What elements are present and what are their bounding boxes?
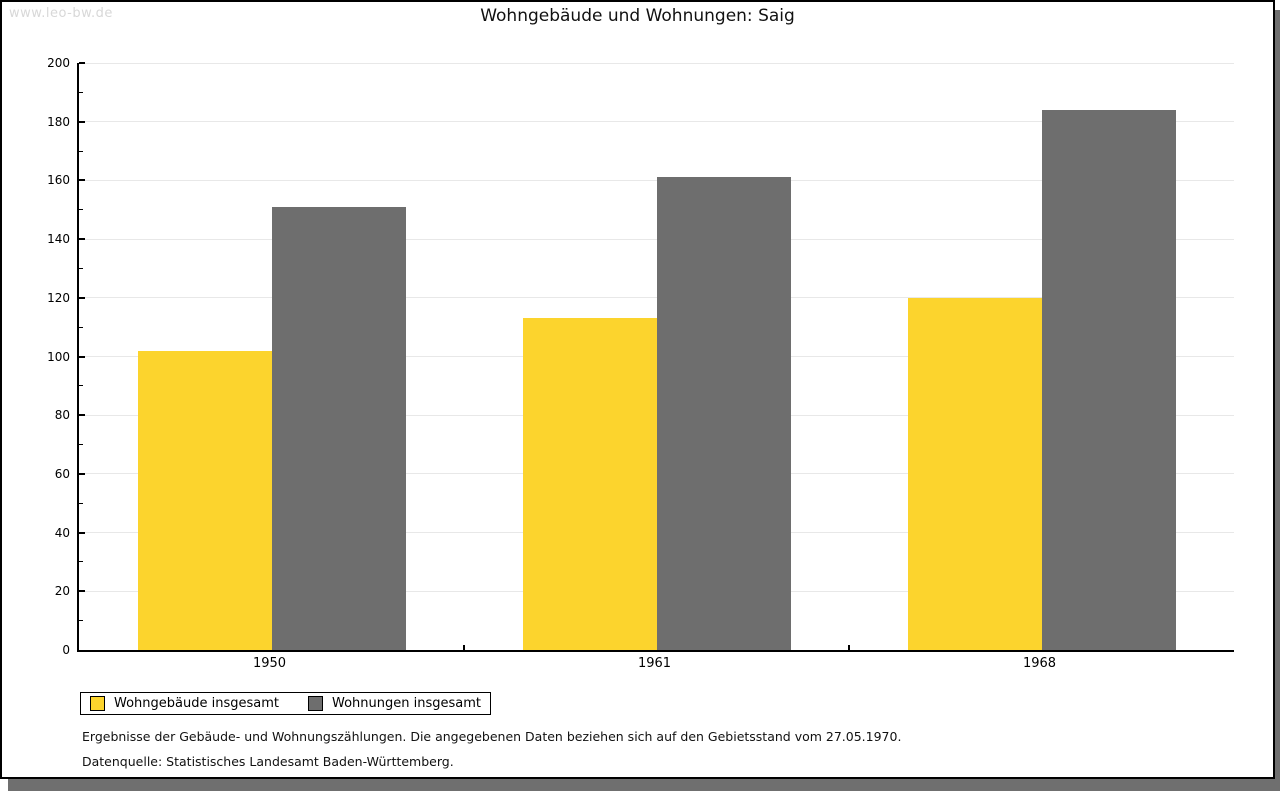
legend: Wohngebäude insgesamt Wohnungen insgesamt bbox=[80, 692, 491, 715]
y-axis-minor-tick bbox=[79, 267, 83, 269]
y-axis-major-tick bbox=[79, 120, 85, 123]
card-shadow-bottom bbox=[8, 779, 1280, 791]
y-axis-tick-label: 100 bbox=[47, 349, 70, 364]
legend-swatch-0 bbox=[90, 696, 105, 711]
bar-1950-series-0 bbox=[137, 350, 272, 650]
y-axis-major-tick bbox=[79, 472, 85, 475]
y-axis-minor-tick bbox=[79, 326, 83, 328]
y-axis-major-tick bbox=[79, 238, 85, 241]
bar-1950-series-1 bbox=[271, 206, 406, 650]
y-axis-major-tick bbox=[79, 531, 85, 534]
plot-area bbox=[77, 62, 1234, 652]
grid-line bbox=[79, 121, 1234, 123]
y-axis-tick-label: 0 bbox=[62, 643, 70, 657]
y-axis-major-tick bbox=[79, 296, 85, 299]
y-axis-minor-tick bbox=[79, 561, 83, 563]
bar-1961-series-0 bbox=[522, 318, 657, 650]
y-axis-tick-label: 80 bbox=[54, 408, 70, 423]
y-axis-minor-tick bbox=[79, 150, 83, 152]
y-axis-tick-label: 60 bbox=[54, 466, 70, 481]
watermark: www.leo-bw.de bbox=[9, 6, 113, 21]
y-axis-minor-tick bbox=[79, 502, 83, 504]
y-axis-minor-tick bbox=[79, 444, 83, 446]
card-shadow-right bbox=[1275, 10, 1280, 779]
y-axis-major-tick bbox=[79, 179, 85, 182]
footnote-datenquelle: Datenquelle: Statistisches Landesamt Bad… bbox=[82, 754, 454, 769]
y-axis-minor-tick bbox=[79, 620, 83, 622]
legend-item-1: Wohnungen insgesamt bbox=[308, 696, 481, 711]
x-axis-tick-label: 1961 bbox=[637, 656, 672, 671]
x-axis-tick-label: 1950 bbox=[252, 656, 287, 671]
y-axis-tick-label: 180 bbox=[47, 114, 70, 129]
y-axis-minor-tick bbox=[79, 209, 83, 211]
chart-title: Wohngebäude und Wohnungen: Saig bbox=[480, 6, 795, 26]
y-axis-minor-tick bbox=[79, 385, 83, 387]
y-axis-tick-label: 120 bbox=[47, 290, 70, 305]
bar-1961-series-1 bbox=[656, 177, 791, 650]
footnote-gebietsstand: Ergebnisse der Gebäude- und Wohnungszähl… bbox=[82, 729, 902, 744]
x-axis-boundary-tick bbox=[848, 645, 850, 650]
bar-1968-series-0 bbox=[907, 297, 1042, 650]
y-axis-tick-label: 200 bbox=[47, 56, 70, 70]
legend-label-0: Wohngebäude insgesamt bbox=[114, 696, 279, 711]
y-axis-major-tick bbox=[79, 62, 85, 64]
x-axis-tick-label: 1968 bbox=[1022, 656, 1057, 671]
y-axis-tick-label: 140 bbox=[47, 232, 70, 247]
y-axis-minor-tick bbox=[79, 91, 83, 93]
y-axis-major-tick bbox=[79, 414, 85, 417]
legend-swatch-1 bbox=[308, 696, 323, 711]
y-axis-tick-label: 40 bbox=[54, 525, 70, 540]
bar-1968-series-1 bbox=[1041, 109, 1176, 650]
legend-item-0: Wohngebäude insgesamt bbox=[90, 696, 279, 711]
y-axis-tick-label: 160 bbox=[47, 173, 70, 188]
x-axis-boundary-tick bbox=[463, 645, 465, 650]
y-axis-major-tick bbox=[79, 590, 85, 593]
y-axis-tick-label: 20 bbox=[54, 584, 70, 599]
grid-line bbox=[79, 62, 1234, 64]
y-axis-major-tick bbox=[79, 355, 85, 358]
y-axis-title: Anzahl bbox=[0, 81, 6, 125]
legend-label-1: Wohnungen insgesamt bbox=[332, 696, 481, 711]
